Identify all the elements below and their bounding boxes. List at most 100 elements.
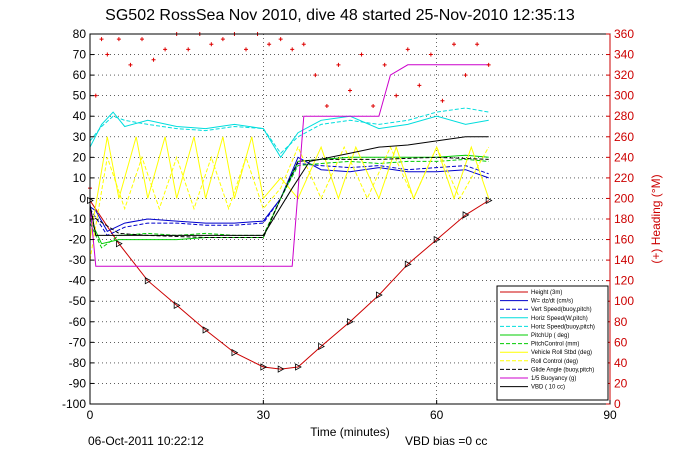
right-tick-label-12: 240 [614, 150, 634, 164]
series-height-3m-marker-15 [485, 196, 493, 205]
right-tick-label-8: 160 [614, 233, 634, 247]
series-roll-control-deg-line [89, 145, 490, 261]
series-horiz-speed-buoy-pitch [89, 107, 489, 154]
series-height-3m-line [89, 200, 489, 370]
series-height-3m-marker-4 [202, 326, 210, 334]
legend-label-height-3m: Height (3m) [531, 290, 562, 296]
left-tick-label-18: 80 [73, 27, 87, 41]
series-height-3m-marker-14 [462, 211, 470, 219]
x-axis: 0 30 60 90 [87, 400, 617, 422]
series-heading-point-19 [290, 47, 295, 52]
right-tick-label-0: 0 [614, 397, 621, 411]
series-vbd-10-cc-line [89, 136, 489, 236]
right-tick-label-16: 320 [614, 68, 634, 82]
left-tick-label-11: 10 [73, 171, 87, 185]
series-heading-point-28 [394, 93, 399, 98]
right-tick-label-10: 200 [614, 191, 634, 205]
series-heading-point-29 [405, 47, 410, 52]
series-heading-point-31 [428, 52, 433, 57]
right-tick-label-4: 80 [614, 315, 628, 329]
left-axis: -100-90-80-70-60-50-40-30-20-10010203040… [62, 27, 94, 411]
series-height-3m-marker-6 [260, 363, 268, 371]
right-tick-label-15: 300 [614, 89, 634, 103]
right-tick-label-1: 20 [614, 376, 628, 390]
series-heading-point-36 [486, 62, 491, 67]
right-tick-label-14: 280 [614, 109, 634, 123]
left-tick-label-15: 50 [73, 89, 87, 103]
series-height-3m-marker-3 [173, 301, 181, 310]
series-heading-point-25 [359, 52, 364, 57]
series-1-5-buoyancy-g-line [89, 64, 489, 267]
series-heading-point-17 [267, 42, 272, 47]
x-tick-label-0: 0 [87, 408, 94, 422]
series-glide-angle-buoy-pitch [89, 156, 489, 238]
legend-label-vert-speed-buoy-pitch: Vert Speed(buoy,pitch) [531, 307, 592, 313]
left-tick-label-13: 30 [73, 130, 87, 144]
series-glide-angle-buoy-pitch-line [89, 156, 489, 238]
left-tick-label-0: -100 [62, 397, 86, 411]
legend-label-roll-control-deg: Roll Control (deg) [531, 359, 578, 365]
x-tick-label-1: 30 [257, 408, 271, 422]
series-heading-point-5 [128, 62, 133, 67]
series-heading-point-26 [371, 103, 376, 108]
legend-label-horiz-speed-w-pitch: Horiz Speed(W,pitch) [531, 316, 588, 322]
series-heading-point-20 [301, 42, 306, 47]
legend-box [496, 285, 609, 401]
series-heading-point-22 [324, 103, 329, 108]
series-height-3m-marker-8 [295, 363, 302, 371]
series-heading-point-7 [151, 57, 156, 62]
series-horiz-speed-buoy-pitch-line [89, 107, 489, 154]
series-heading-point-30 [417, 83, 422, 88]
series-1-5-buoyancy-g [89, 64, 489, 267]
series-heading-point-4 [116, 37, 121, 42]
series-heading-point-33 [452, 42, 456, 47]
series-layer [87, 32, 493, 373]
series-horiz-speed-w-pitch [89, 111, 489, 159]
series-height-3m-marker-7 [277, 365, 285, 373]
left-tick-label-3: -70 [69, 335, 87, 349]
left-tick-label-14: 40 [73, 109, 87, 123]
right-axis-label: (+) Heading (°M) [649, 174, 663, 263]
legend-label-1-5-buoyancy-g: 1/5 Buoyancy (g) [531, 376, 576, 382]
series-heading-point-13 [220, 37, 225, 42]
left-tick-label-8: -20 [69, 233, 87, 247]
series-heading-point-32 [440, 98, 445, 103]
series-heading-point-2 [99, 37, 104, 42]
legend-label-vehicle-roll-stbd-deg: Vehicle Roll Stbd (deg) [531, 350, 592, 356]
series-heading-point-35 [475, 42, 480, 47]
series-w-dz-dt-cm-s [89, 156, 489, 232]
right-tick-label-2: 40 [614, 356, 628, 370]
left-tick-label-17: 70 [73, 48, 87, 62]
right-tick-label-6: 120 [614, 274, 634, 288]
footer-timestamp: 06-Oct-2011 10:22:12 [88, 434, 204, 448]
series-vert-speed-buoy-pitch [89, 162, 489, 237]
series-pitchcontrol-mm [89, 158, 489, 249]
series-w-dz-dt-cm-s-line [89, 156, 489, 232]
series-heading-point-10 [186, 47, 191, 52]
x-tick-label-3: 90 [603, 408, 617, 422]
left-tick-label-2: -80 [69, 356, 87, 370]
left-tick-label-1: -90 [69, 376, 87, 390]
series-heading-point-21 [313, 73, 318, 78]
series-heading-point-12 [209, 42, 214, 47]
series-height-3m-marker-13 [433, 235, 441, 244]
series-height-3m-marker-5 [231, 348, 239, 357]
series-height-3m-marker-9 [318, 342, 325, 351]
series-heading-point-27 [382, 62, 387, 67]
series-vbd-10-cc [89, 136, 489, 236]
series-heading-point-24 [348, 88, 352, 93]
left-tick-label-7: -30 [69, 253, 87, 267]
legend-label-pitchcontrol-mm: PitchControl (mm) [531, 342, 579, 348]
right-tick-label-13: 260 [614, 130, 634, 144]
series-height-3m-marker-2 [144, 276, 152, 285]
right-tick-label-7: 140 [614, 253, 634, 267]
left-tick-label-9: -10 [69, 212, 87, 226]
legend: Height (3m) W= dz/dt (cm/s) Vert Speed(buo… [496, 285, 609, 401]
right-tick-label-9: 180 [614, 212, 634, 226]
right-tick-label-5: 100 [614, 294, 634, 308]
right-axis: 0 20 40 60 80 100 120 140 160 180 200 220 240 260 280 3… [606, 27, 634, 411]
series-height-3m-marker-12 [404, 260, 412, 268]
footer-vbd-bias: VBD bias =0 cc [405, 434, 487, 448]
series-height-3m-marker-1 [115, 239, 123, 248]
